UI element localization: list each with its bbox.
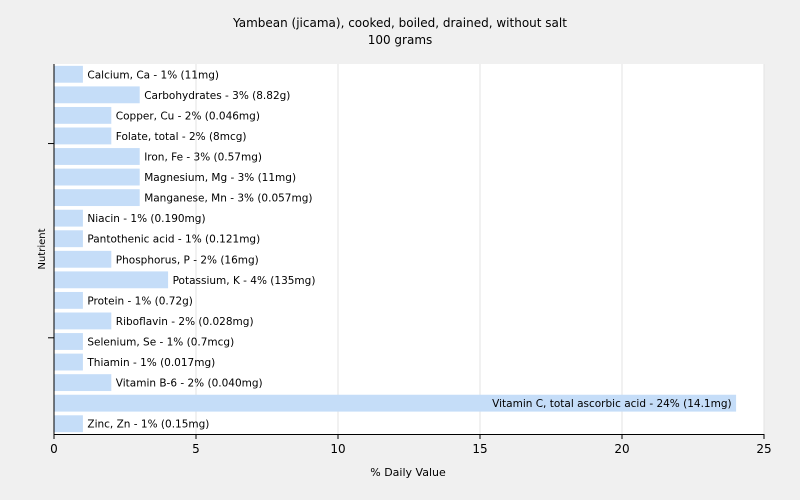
- bar-label: Zinc, Zn - 1% (0.15mg): [87, 419, 209, 431]
- grid-lines: [195, 64, 765, 434]
- bar: [54, 127, 112, 145]
- bar-label: Niacin - 1% (0.190mg): [87, 213, 205, 225]
- bar-label: Potassium, K - 4% (135mg): [173, 275, 316, 287]
- bar: [54, 353, 83, 371]
- bar-label: Vitamin C, total ascorbic acid - 24% (14…: [492, 398, 731, 410]
- bar-label: Phosphorus, P - 2% (16mg): [116, 254, 259, 266]
- bars-group: Calcium, Ca - 1% (11mg) Carbohydrates - 3…: [54, 65, 737, 433]
- bar-label: Folate, total - 2% (8mcg): [116, 131, 247, 143]
- bar-label: Vitamin B-6 - 2% (0.040mg): [116, 378, 263, 390]
- chart-subtitle: 100 grams: [368, 33, 433, 47]
- bar-label: Pantothenic acid - 1% (0.121mg): [87, 234, 260, 246]
- bar: [54, 106, 112, 124]
- bar-label: Manganese, Mn - 3% (0.057mg): [144, 193, 312, 205]
- bar: [54, 209, 83, 227]
- bar-label: Carbohydrates - 3% (8.82g): [144, 90, 290, 102]
- bar-label: Riboflavin - 2% (0.028mg): [116, 316, 254, 328]
- bar-label: Selenium, Se - 1% (0.7mcg): [87, 337, 234, 349]
- bar: [54, 374, 112, 392]
- bar-label: Iron, Fe - 3% (0.57mg): [144, 152, 262, 164]
- plot-area: [54, 64, 764, 434]
- bar: [54, 333, 83, 350]
- bar: [54, 230, 83, 248]
- bar: [54, 250, 112, 268]
- bar-label: Protein - 1% (0.72g): [87, 295, 193, 307]
- bar-label: Calcium, Ca - 1% (11mg): [87, 69, 219, 81]
- bar: [54, 148, 140, 165]
- x-tick-label: 5: [192, 442, 200, 456]
- bar-label: Copper, Cu - 2% (0.046mg): [116, 110, 260, 122]
- bar-label: Thiamin - 1% (0.017mg): [86, 357, 215, 369]
- bar: [54, 65, 83, 83]
- bar: [54, 86, 140, 104]
- x-tick-label: 0: [50, 442, 58, 456]
- bar: [54, 415, 83, 433]
- x-axis-label: % Daily Value: [370, 466, 446, 479]
- bar: [54, 291, 83, 309]
- bar: [54, 189, 140, 207]
- x-tick-label: 10: [330, 442, 345, 456]
- x-tick-label: 25: [756, 442, 771, 456]
- bar: [54, 312, 112, 330]
- bar: [54, 271, 169, 289]
- axes-group: 0 5 10 15 20 25: [48, 64, 772, 456]
- x-tick-label: 20: [614, 442, 629, 456]
- y-axis-label: Nutrient: [37, 228, 48, 269]
- bar: [54, 394, 737, 412]
- x-tick-label: 15: [472, 442, 487, 456]
- chart-title: Yambean (jicama), cooked, boiled, draine…: [232, 16, 567, 30]
- bar-label: Magnesium, Mg - 3% (11mg): [144, 172, 296, 184]
- bar: [54, 168, 140, 186]
